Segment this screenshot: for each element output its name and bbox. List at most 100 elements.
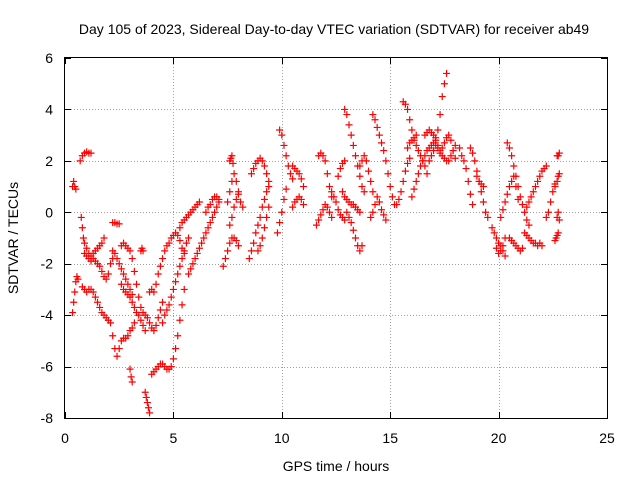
- series-s11: [117, 280, 149, 335]
- data-point: [206, 201, 214, 209]
- data-point: [523, 216, 531, 224]
- data-point: [440, 80, 448, 88]
- data-point: [299, 183, 307, 191]
- data-point: [247, 170, 255, 178]
- data-point: [226, 188, 234, 196]
- data-point: [115, 220, 123, 228]
- data-point: [319, 206, 327, 214]
- series-s63: [553, 208, 563, 224]
- data-point: [83, 244, 91, 252]
- data-point: [554, 208, 562, 216]
- data-point: [408, 126, 416, 134]
- data-point: [174, 332, 182, 340]
- data-point: [371, 116, 379, 124]
- series-s22: [219, 234, 242, 270]
- data-point: [176, 237, 184, 245]
- data-point: [367, 213, 375, 221]
- data-point: [127, 373, 135, 381]
- data-point: [229, 159, 237, 167]
- data-point: [417, 162, 425, 170]
- series-s17: [152, 229, 188, 288]
- data-point: [317, 211, 325, 219]
- data-point: [334, 172, 342, 180]
- data-point: [156, 306, 164, 314]
- data-point: [469, 201, 477, 209]
- data-point: [126, 285, 134, 293]
- data-point: [492, 234, 500, 242]
- data-point: [178, 255, 186, 263]
- data-point: [525, 198, 533, 206]
- data-point: [74, 275, 82, 283]
- data-point: [141, 327, 149, 335]
- data-point: [447, 152, 455, 160]
- data-point: [260, 224, 268, 232]
- data-point: [137, 316, 145, 324]
- series-s56: [505, 234, 526, 255]
- data-point: [369, 111, 377, 119]
- data-point: [518, 244, 526, 252]
- data-point: [172, 278, 180, 286]
- series-s31: [289, 162, 307, 191]
- data-point: [360, 152, 368, 160]
- data-point: [510, 162, 518, 170]
- data-point: [347, 219, 355, 227]
- data-point: [182, 239, 190, 247]
- data-point: [321, 157, 329, 165]
- series-s05: [78, 283, 112, 324]
- series-s25: [226, 190, 242, 229]
- data-point: [232, 195, 240, 203]
- data-point: [386, 183, 394, 191]
- data-point: [115, 345, 123, 353]
- data-point: [347, 131, 355, 139]
- series-s45: [404, 131, 420, 152]
- data-point: [477, 188, 485, 196]
- data-point: [154, 270, 162, 278]
- data-point: [538, 242, 546, 250]
- data-point: [224, 247, 232, 255]
- data-point: [451, 154, 459, 162]
- data-point: [531, 183, 539, 191]
- data-point: [466, 190, 474, 198]
- data-point: [330, 193, 338, 201]
- data-point: [521, 208, 529, 216]
- data-point: [180, 285, 188, 293]
- data-point: [206, 219, 214, 227]
- data-point: [408, 193, 416, 201]
- data-point: [115, 260, 123, 268]
- data-point: [341, 157, 349, 165]
- data-point: [382, 216, 390, 224]
- data-point: [174, 231, 182, 239]
- data-point: [232, 177, 240, 185]
- data-point: [142, 393, 150, 401]
- data-point: [440, 139, 448, 147]
- x-tick-label: 25: [599, 430, 615, 446]
- data-point: [469, 149, 477, 157]
- data-point: [202, 208, 210, 216]
- data-point: [371, 201, 379, 209]
- data-point: [226, 239, 234, 247]
- data-point: [349, 226, 357, 234]
- data-point: [482, 208, 490, 216]
- series-s20: [185, 198, 223, 278]
- data-point: [237, 198, 245, 206]
- plot-frame: [64, 57, 608, 419]
- series-s44: [399, 98, 431, 178]
- data-point: [512, 172, 520, 180]
- data-point: [289, 203, 297, 211]
- data-point: [107, 319, 115, 327]
- data-point: [250, 165, 258, 173]
- data-point: [466, 144, 474, 152]
- data-point: [172, 345, 180, 353]
- data-point: [299, 201, 307, 209]
- data-point: [234, 242, 242, 250]
- data-point: [343, 208, 351, 216]
- data-point: [325, 183, 333, 191]
- data-point: [276, 219, 284, 227]
- data-point: [94, 298, 102, 306]
- data-point: [449, 147, 457, 155]
- series-s28: [254, 203, 273, 255]
- data-point: [343, 111, 351, 119]
- data-point: [189, 260, 197, 268]
- data-point: [128, 298, 136, 306]
- data-point: [490, 229, 498, 237]
